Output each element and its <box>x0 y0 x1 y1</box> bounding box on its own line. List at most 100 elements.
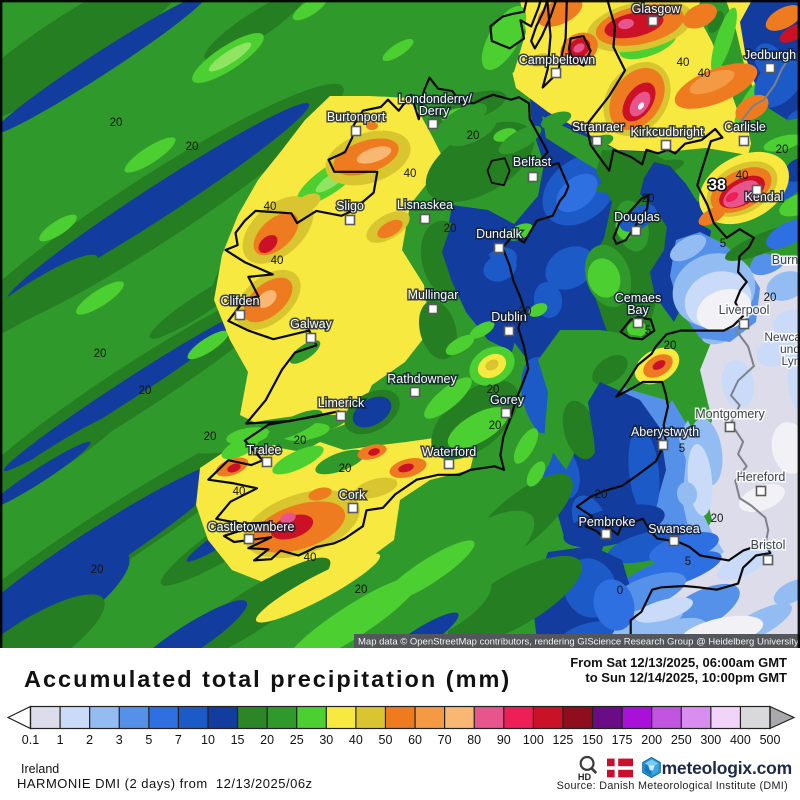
svg-text:70: 70 <box>438 733 452 747</box>
svg-text:Lyn: Lyn <box>782 354 800 368</box>
svg-text:5: 5 <box>685 556 691 568</box>
svg-text:5: 5 <box>145 733 152 747</box>
svg-text:Mullingar: Mullingar <box>408 288 459 302</box>
svg-text:40: 40 <box>304 552 317 564</box>
svg-text:Waterford: Waterford <box>422 445 476 459</box>
svg-text:Dublin: Dublin <box>491 310 526 324</box>
svg-text:500: 500 <box>760 733 781 747</box>
svg-text:15: 15 <box>231 733 245 747</box>
svg-text:20: 20 <box>711 513 724 525</box>
svg-text:und: und <box>780 342 800 356</box>
svg-text:Derry: Derry <box>419 104 450 118</box>
svg-text:20: 20 <box>595 489 608 501</box>
svg-text:3: 3 <box>116 733 123 747</box>
svg-text:25: 25 <box>290 733 304 747</box>
svg-text:Dundalk: Dundalk <box>476 227 523 241</box>
svg-text:38: 38 <box>708 177 726 194</box>
svg-text:2: 2 <box>86 733 93 747</box>
svg-text:Aberystwyth: Aberystwyth <box>631 425 699 439</box>
svg-text:20: 20 <box>444 223 457 235</box>
svg-text:20: 20 <box>519 306 532 318</box>
svg-text:Glasgow: Glasgow <box>632 2 682 16</box>
svg-text:100: 100 <box>523 733 544 747</box>
svg-text:Bristol: Bristol <box>751 538 786 552</box>
svg-text:40: 40 <box>736 170 749 182</box>
svg-text:400: 400 <box>730 733 751 747</box>
svg-text:125: 125 <box>553 733 574 747</box>
svg-text:20: 20 <box>489 420 502 432</box>
svg-text:20: 20 <box>204 431 217 443</box>
svg-text:20: 20 <box>664 340 677 352</box>
svg-text:20: 20 <box>339 463 352 475</box>
svg-text:40: 40 <box>264 201 277 213</box>
svg-text:20: 20 <box>487 384 500 396</box>
svg-text:20: 20 <box>139 385 152 397</box>
svg-text:5: 5 <box>720 238 726 250</box>
svg-text:Clifden: Clifden <box>221 294 260 308</box>
svg-text:40: 40 <box>404 168 417 180</box>
svg-text:Carlisle: Carlisle <box>724 120 766 134</box>
svg-text:7: 7 <box>175 733 182 747</box>
svg-text:30: 30 <box>319 733 333 747</box>
svg-text:175: 175 <box>612 733 633 747</box>
svg-text:Cork: Cork <box>339 488 366 502</box>
svg-text:Belfast: Belfast <box>513 155 552 169</box>
svg-text:20: 20 <box>642 193 655 205</box>
svg-text:40: 40 <box>271 255 284 267</box>
svg-text:Pembroke: Pembroke <box>579 515 636 529</box>
svg-text:20: 20 <box>294 435 307 447</box>
svg-text:20: 20 <box>94 348 107 360</box>
svg-text:Tralee: Tralee <box>247 443 282 457</box>
svg-text:Kirkcudbright: Kirkcudbright <box>631 125 704 139</box>
svg-text:90: 90 <box>497 733 511 747</box>
svg-text:20: 20 <box>260 733 274 747</box>
svg-text:0: 0 <box>617 585 623 597</box>
svg-text:Limerick: Limerick <box>318 396 365 410</box>
svg-text:200: 200 <box>641 733 662 747</box>
svg-text:Bay: Bay <box>627 303 649 317</box>
svg-text:20: 20 <box>355 584 368 596</box>
svg-text:50: 50 <box>379 733 393 747</box>
svg-text:Douglas: Douglas <box>614 210 660 224</box>
svg-text:Sligo: Sligo <box>336 199 364 213</box>
svg-text:HD: HD <box>577 772 591 781</box>
svg-text:20: 20 <box>186 141 199 153</box>
svg-text:20: 20 <box>467 130 480 142</box>
svg-text:Castletownbere: Castletownbere <box>208 520 295 534</box>
svg-text:Rathdowney: Rathdowney <box>387 372 457 386</box>
svg-text:60: 60 <box>408 733 422 747</box>
svg-text:Map data © OpenStreetMap contr: Map data © OpenStreetMap contributors, r… <box>358 637 799 648</box>
svg-text:0.1: 0.1 <box>22 733 39 747</box>
svg-text:Londonderry/: Londonderry/ <box>398 92 472 106</box>
svg-text:40: 40 <box>698 68 711 80</box>
svg-text:Jedburgh: Jedburgh <box>744 48 796 62</box>
svg-text:20: 20 <box>91 564 104 576</box>
svg-text:300: 300 <box>700 733 721 747</box>
svg-text:250: 250 <box>671 733 692 747</box>
svg-text:Campbeltown: Campbeltown <box>519 53 595 67</box>
svg-text:20: 20 <box>110 117 123 129</box>
svg-text:20: 20 <box>764 292 777 304</box>
svg-text:Hereford: Hereford <box>737 470 786 484</box>
svg-text:Cemaes: Cemaes <box>615 291 662 305</box>
svg-text:Newcastle: Newcastle <box>764 330 800 344</box>
svg-text:Gorey: Gorey <box>490 393 525 407</box>
svg-text:5: 5 <box>679 443 685 455</box>
svg-text:Stranraer: Stranraer <box>572 120 624 134</box>
svg-text:40: 40 <box>677 57 690 69</box>
svg-text:40: 40 <box>233 486 246 498</box>
svg-text:Montgomery: Montgomery <box>695 407 765 421</box>
svg-text:10: 10 <box>201 733 215 747</box>
svg-text:Kendal: Kendal <box>745 190 784 204</box>
svg-text:5: 5 <box>645 325 651 337</box>
svg-text:80: 80 <box>467 733 481 747</box>
svg-text:Burtonport: Burtonport <box>327 110 386 124</box>
svg-text:20: 20 <box>776 144 789 156</box>
svg-text:Lisnaskea: Lisnaskea <box>397 198 453 212</box>
svg-text:1: 1 <box>57 733 64 747</box>
svg-text:40: 40 <box>349 733 363 747</box>
svg-text:150: 150 <box>582 733 603 747</box>
svg-text:Liverpool: Liverpool <box>719 303 770 317</box>
svg-text:Swansea: Swansea <box>648 522 699 536</box>
svg-text:Galway: Galway <box>290 317 332 331</box>
